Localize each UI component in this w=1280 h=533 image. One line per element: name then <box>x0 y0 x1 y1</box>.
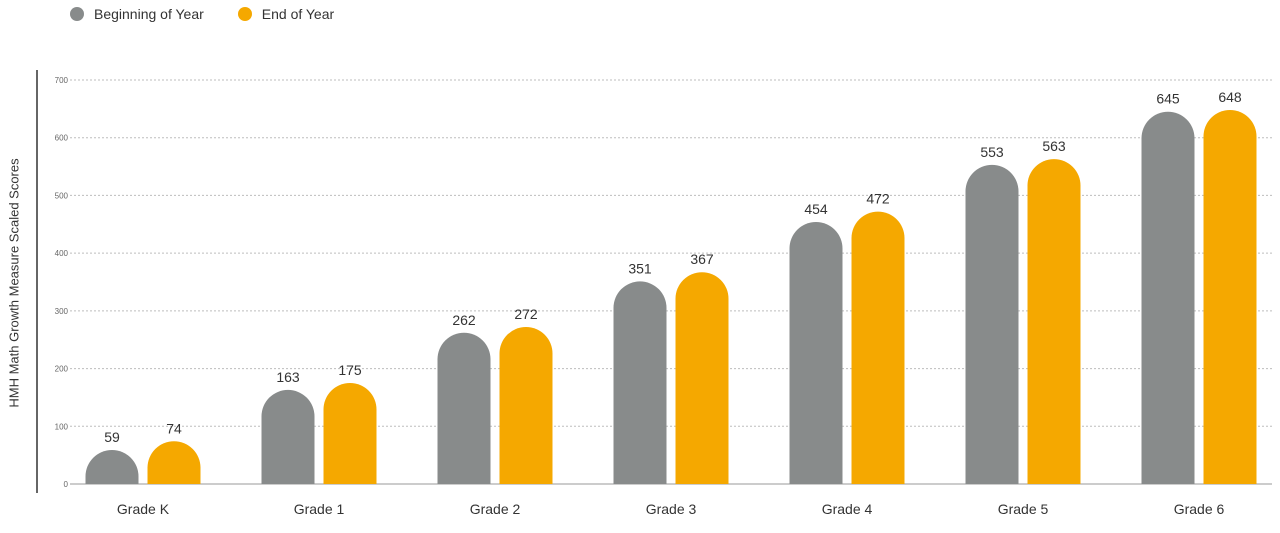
x-category-label: Grade 5 <box>998 501 1049 517</box>
bar-beginning-of-year <box>85 449 139 484</box>
x-category-label: Grade 6 <box>1174 501 1225 517</box>
x-category-label: Grade 1 <box>294 501 345 517</box>
bar-value-label: 648 <box>1218 89 1242 105</box>
bar-value-label: 74 <box>166 420 182 436</box>
bar-value-label: 645 <box>1156 91 1180 107</box>
bar-end-of-year <box>675 272 729 484</box>
bar-end-of-year <box>147 441 201 484</box>
y-tick-label: 400 <box>55 249 69 258</box>
legend-swatch-beginning <box>70 7 84 21</box>
bar-beginning-of-year <box>613 281 667 484</box>
x-category-label: Grade 2 <box>470 501 521 517</box>
bar-value-label: 472 <box>866 191 890 207</box>
bar-value-label: 367 <box>690 251 714 267</box>
legend-label-end: End of Year <box>261 6 335 22</box>
legend: Beginning of Year End of Year <box>70 6 334 22</box>
x-category-label: Grade K <box>117 501 170 517</box>
y-tick-label: 300 <box>55 307 69 316</box>
bar-value-label: 272 <box>514 306 538 322</box>
y-tick-label: 700 <box>55 76 69 85</box>
x-category-label: Grade 3 <box>646 501 697 517</box>
y-tick-label: 600 <box>55 134 69 143</box>
legend-swatch-end <box>237 7 252 21</box>
bar-beginning-of-year <box>789 221 843 484</box>
bar-end-of-year <box>1027 159 1081 484</box>
bar-beginning-of-year <box>1141 111 1195 484</box>
bar-end-of-year <box>851 211 905 484</box>
y-tick-label: 0 <box>64 480 69 489</box>
x-category-label: Grade 4 <box>822 501 873 517</box>
bar-beginning-of-year <box>437 332 491 484</box>
bar-value-label: 563 <box>1042 138 1066 154</box>
bar-beginning-of-year <box>965 164 1019 484</box>
bar-value-label: 454 <box>804 201 828 217</box>
bar-value-label: 351 <box>628 260 652 276</box>
bar-value-label: 262 <box>452 312 476 328</box>
legend-label-beginning: Beginning of Year <box>94 6 204 22</box>
bar-value-label: 163 <box>276 369 300 385</box>
bar-end-of-year <box>499 327 553 484</box>
y-tick-label: 200 <box>55 365 69 374</box>
bar-end-of-year <box>323 383 377 484</box>
bar-end-of-year <box>1203 110 1257 485</box>
bar-value-label: 553 <box>980 144 1004 160</box>
legend-item-beginning: Beginning of Year <box>70 6 204 22</box>
bar-value-label: 175 <box>338 362 362 378</box>
y-tick-label: 500 <box>55 191 69 200</box>
legend-item-end: End of Year <box>237 6 335 22</box>
bar-value-label: 59 <box>104 429 120 445</box>
y-tick-label: 100 <box>55 422 69 431</box>
bar-beginning-of-year <box>261 389 315 484</box>
